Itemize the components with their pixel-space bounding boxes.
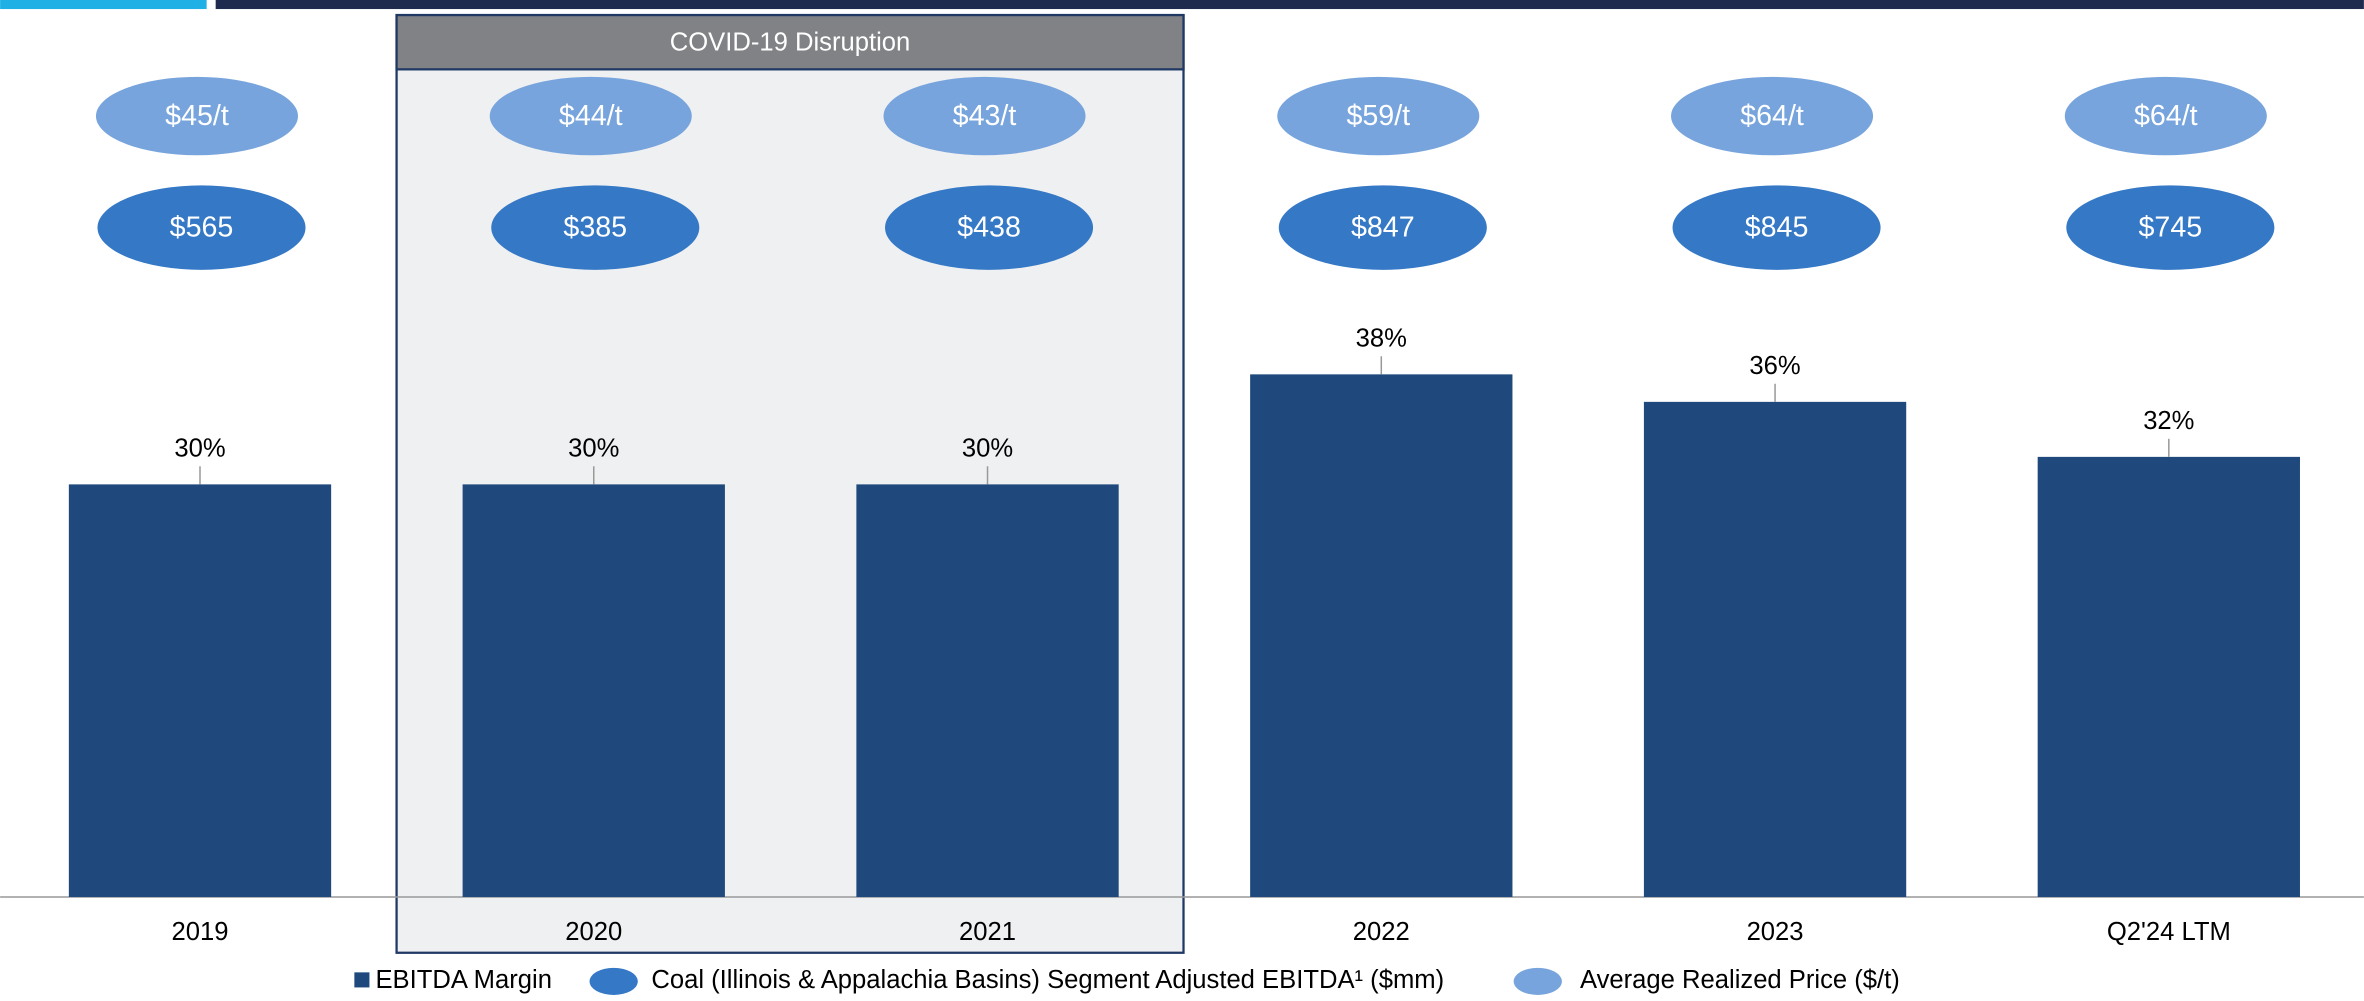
bar-value-label: 30% bbox=[962, 434, 1013, 462]
bar-value-label: 30% bbox=[568, 434, 619, 462]
bar-value-label: 36% bbox=[1749, 352, 1800, 380]
price-label: $64/t bbox=[1740, 100, 1804, 132]
ebitda-bubble bbox=[1278, 185, 1487, 270]
x-tick-label: 2022 bbox=[1353, 918, 1410, 946]
price-label: $64/t bbox=[2134, 100, 2198, 132]
legend-label: Coal (Illinois & Appalachia Basins) Segm… bbox=[651, 966, 1444, 994]
bar bbox=[68, 484, 332, 897]
bar bbox=[2037, 456, 2300, 897]
price-bubble bbox=[883, 76, 1086, 156]
x-tick-label: 2020 bbox=[565, 918, 622, 946]
ebitda-label: $438 bbox=[957, 212, 1021, 244]
legend-label: EBITDA Margin bbox=[375, 966, 551, 994]
ebitda-label: $565 bbox=[170, 212, 234, 244]
bar bbox=[462, 484, 725, 897]
ebitda-bubble bbox=[491, 185, 700, 270]
price-label: $44/t bbox=[559, 100, 623, 132]
annotation: COVID-19 Disruption bbox=[670, 28, 911, 56]
accent-bar bbox=[0, 0, 207, 10]
bar bbox=[1250, 374, 1513, 897]
legend-swatch bbox=[1513, 967, 1562, 995]
ebitda-label: $845 bbox=[1745, 212, 1809, 244]
price-bubble bbox=[1277, 76, 1480, 156]
x-tick-label: 2021 bbox=[959, 918, 1016, 946]
price-bubble bbox=[2064, 76, 2267, 156]
header-bar bbox=[215, 0, 2364, 10]
bar bbox=[1643, 401, 1907, 897]
x-tick-label: 2023 bbox=[1747, 918, 1804, 946]
price-bubble bbox=[1671, 76, 1874, 156]
ebitda-label: $847 bbox=[1351, 212, 1415, 244]
bar bbox=[856, 484, 1119, 897]
ebitda-label: $385 bbox=[563, 212, 627, 244]
ebitda-bubble bbox=[97, 185, 306, 270]
covid-header bbox=[395, 13, 1185, 71]
legend-label: Average Realized Price ($/t) bbox=[1580, 966, 1900, 994]
ebitda-bubble bbox=[885, 185, 1094, 270]
legend-swatch bbox=[589, 967, 638, 995]
x-tick-label: Q2'24 LTM bbox=[2107, 918, 2231, 946]
price-label: $43/t bbox=[953, 100, 1017, 132]
ebitda-label: $745 bbox=[2138, 212, 2202, 244]
price-label: $45/t bbox=[165, 100, 229, 132]
price-bubble bbox=[95, 76, 298, 156]
ebitda-bubble bbox=[2066, 185, 2275, 270]
price-bubble bbox=[489, 76, 692, 156]
price-label: $59/t bbox=[1346, 100, 1410, 132]
bar-value-label: 38% bbox=[1356, 324, 1407, 352]
ebitda-bubble bbox=[1672, 185, 1881, 270]
legend-swatch bbox=[354, 972, 370, 988]
x-tick-label: 2019 bbox=[172, 918, 229, 946]
bar-value-label: 32% bbox=[2143, 407, 2194, 435]
bar-value-label: 30% bbox=[174, 434, 225, 462]
